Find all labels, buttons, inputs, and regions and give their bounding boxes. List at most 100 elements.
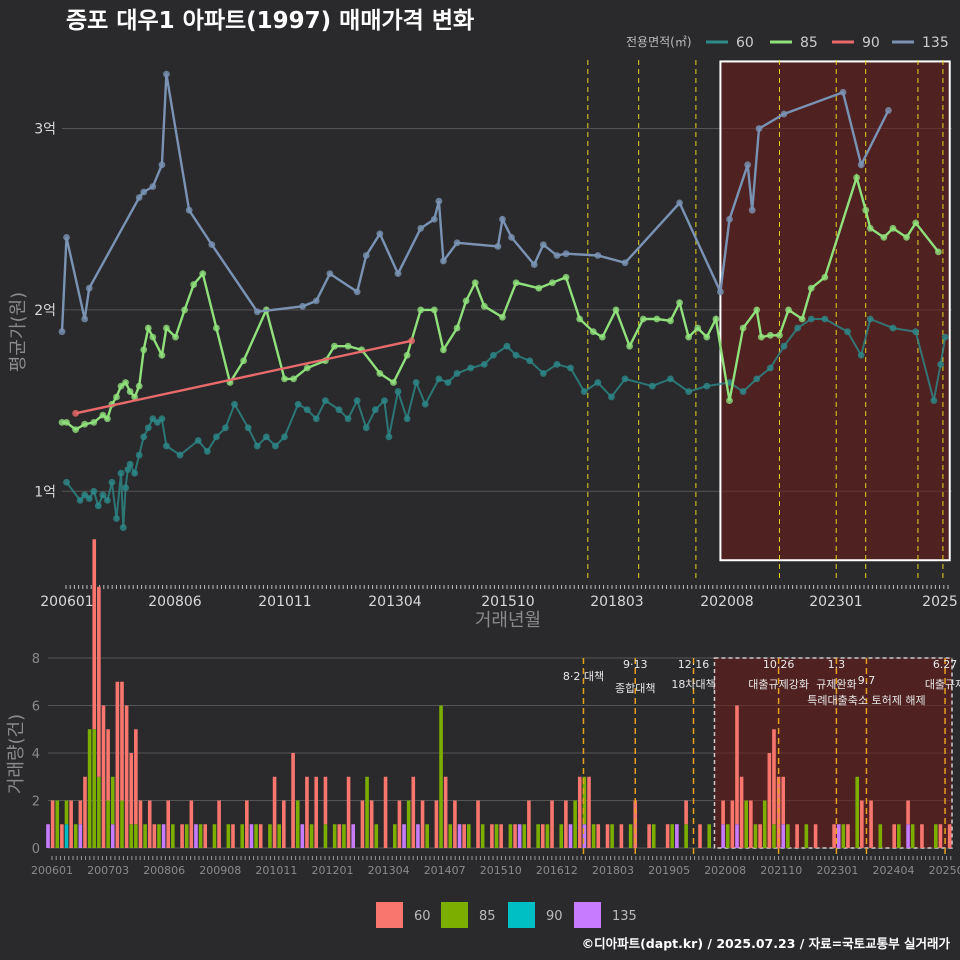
price-point-135 bbox=[185, 206, 193, 214]
price-point-60 bbox=[889, 324, 897, 332]
price-point-135 bbox=[163, 70, 170, 78]
volume-bar-60 bbox=[97, 586, 101, 777]
price-point-135 bbox=[63, 233, 70, 241]
price-point-60 bbox=[739, 388, 747, 395]
volume-bar-85 bbox=[762, 800, 767, 848]
price-point-60 bbox=[753, 375, 761, 383]
price-point-135 bbox=[494, 243, 502, 250]
volume-bar-85 bbox=[240, 824, 245, 848]
volume-bar-60 bbox=[369, 800, 374, 848]
price-legend-title: 전용면적(㎡) bbox=[626, 35, 692, 49]
volume-bar-85 bbox=[786, 824, 790, 848]
volume-bar-85 bbox=[425, 824, 429, 848]
volume-bar-135 bbox=[402, 824, 406, 848]
volume-bar-85 bbox=[254, 824, 258, 848]
volume-bar-85 bbox=[448, 824, 453, 848]
price-y-tick-label: 1억 bbox=[34, 484, 56, 500]
volume-bar-60 bbox=[83, 776, 87, 848]
volume-x-tick-label: 202506 bbox=[929, 864, 960, 877]
price-point-85 bbox=[140, 346, 148, 354]
price-point-135 bbox=[430, 215, 438, 223]
volume-bar-85 bbox=[439, 705, 443, 848]
price-point-85 bbox=[712, 315, 720, 323]
price-point-85 bbox=[903, 233, 910, 241]
volume-event-label: 9.7 bbox=[858, 674, 876, 687]
price-point-60 bbox=[608, 393, 615, 401]
price-point-85 bbox=[163, 324, 170, 332]
volume-bar-85 bbox=[910, 824, 915, 848]
volume-event-label: 1.3 bbox=[828, 658, 846, 671]
price-point-135 bbox=[530, 261, 538, 268]
volume-bar-85 bbox=[897, 824, 901, 848]
volume-bar-60 bbox=[78, 800, 83, 825]
volume-bar-85 bbox=[87, 729, 92, 848]
volume-bar-60 bbox=[665, 824, 670, 848]
volume-event-label: 10.26 bbox=[763, 658, 795, 671]
volume-bar-85 bbox=[110, 776, 115, 825]
price-point-60 bbox=[294, 400, 302, 408]
price-legend-label-135: 135 bbox=[922, 35, 949, 51]
price-point-60 bbox=[99, 491, 107, 499]
volume-legend-label-60: 60 bbox=[414, 909, 431, 924]
price-point-60 bbox=[453, 370, 461, 377]
volume-bar-135 bbox=[78, 824, 83, 848]
volume-y-tick-label: 4 bbox=[32, 747, 40, 762]
price-point-135 bbox=[755, 125, 763, 132]
price-point-60 bbox=[244, 424, 252, 432]
volume-event-label: 12·16 bbox=[678, 658, 710, 671]
price-point-90 bbox=[408, 337, 416, 345]
price-point-60 bbox=[467, 364, 475, 372]
volume-bar-60 bbox=[906, 800, 910, 825]
volume-bar-60 bbox=[101, 705, 106, 848]
volume-bar-85 bbox=[143, 824, 147, 848]
price-y-tick-label: 3억 bbox=[34, 122, 56, 138]
price-point-85 bbox=[480, 302, 488, 310]
volume-legend: 60 85 90 135 bbox=[376, 902, 637, 928]
volume-bar-85 bbox=[744, 800, 749, 848]
price-x-tick-label: 202301 bbox=[809, 594, 862, 610]
volume-bar-60 bbox=[180, 824, 184, 848]
volume-bar-60 bbox=[443, 776, 448, 848]
volume-bar-85 bbox=[226, 824, 231, 848]
price-point-85 bbox=[866, 224, 874, 232]
volume-bar-85 bbox=[134, 824, 138, 848]
price-point-60 bbox=[580, 388, 588, 395]
price-point-85 bbox=[199, 270, 207, 278]
price-point-135 bbox=[676, 199, 683, 207]
volume-legend-swatch-60 bbox=[376, 902, 403, 928]
price-point-85 bbox=[576, 315, 584, 323]
price-point-60 bbox=[371, 406, 379, 414]
price-point-60 bbox=[104, 496, 111, 504]
volume-bar-135 bbox=[110, 824, 115, 848]
price-point-60 bbox=[262, 433, 270, 441]
price-point-60 bbox=[930, 397, 938, 405]
price-point-85 bbox=[240, 357, 248, 365]
volume-bar-85 bbox=[73, 824, 78, 848]
price-point-60 bbox=[63, 478, 70, 486]
price-point-60 bbox=[85, 495, 93, 502]
price-point-60 bbox=[866, 315, 874, 323]
volume-x-tick-label: 201407 bbox=[424, 864, 466, 877]
price-point-60 bbox=[567, 364, 574, 372]
volume-bar-60 bbox=[115, 681, 120, 848]
volume-bar-60 bbox=[106, 729, 110, 801]
volume-bar-135 bbox=[46, 824, 50, 848]
volume-bar-85 bbox=[573, 800, 577, 848]
volume-x-tick-label: 202404 bbox=[873, 864, 915, 877]
volume-bar-60 bbox=[231, 824, 235, 848]
price-point-85 bbox=[753, 306, 761, 314]
price-point-85 bbox=[685, 333, 693, 341]
price-point-85 bbox=[934, 248, 942, 256]
volume-x-tick-label: 200806 bbox=[143, 864, 185, 877]
price-point-135 bbox=[312, 297, 320, 305]
price-point-60 bbox=[444, 379, 452, 386]
price-x-tick-label: 201304 bbox=[368, 594, 422, 610]
price-point-135 bbox=[717, 288, 724, 296]
price-point-60 bbox=[126, 460, 134, 468]
price-point-60 bbox=[489, 351, 497, 359]
price-x-tick-label: 201510 bbox=[481, 594, 534, 610]
volume-y-tick-label: 0 bbox=[32, 842, 40, 857]
volume-bar-85 bbox=[707, 824, 712, 848]
price-point-60 bbox=[176, 451, 184, 459]
volume-x-tick-label: 201201 bbox=[312, 864, 354, 877]
